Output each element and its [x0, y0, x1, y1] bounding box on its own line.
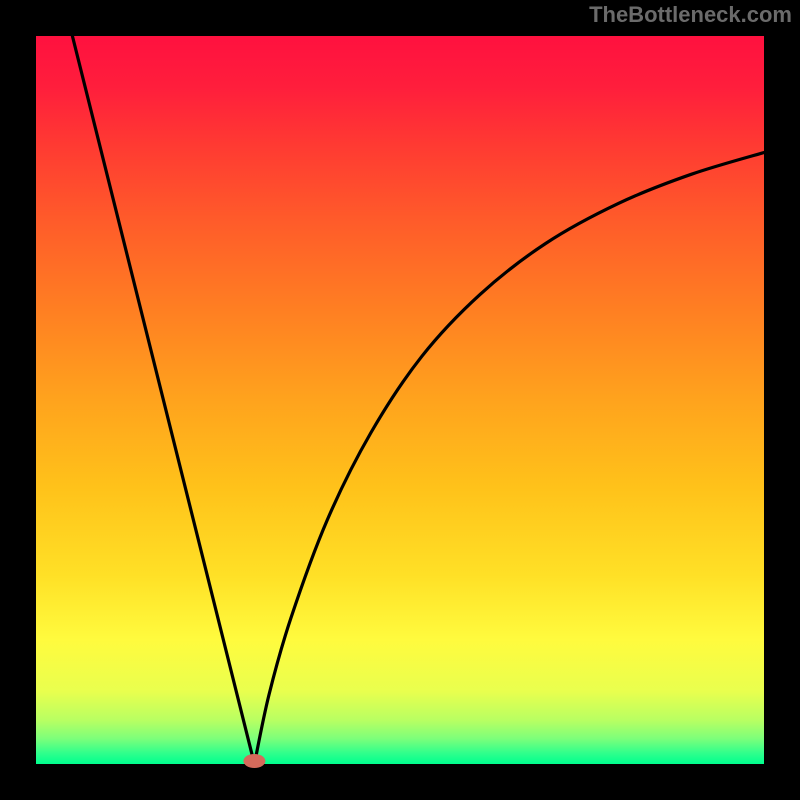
watermark-text: TheBottleneck.com: [589, 2, 792, 28]
plot-gradient-background: [36, 36, 764, 764]
vertex-marker: [243, 754, 265, 768]
chart-svg: [0, 0, 800, 800]
